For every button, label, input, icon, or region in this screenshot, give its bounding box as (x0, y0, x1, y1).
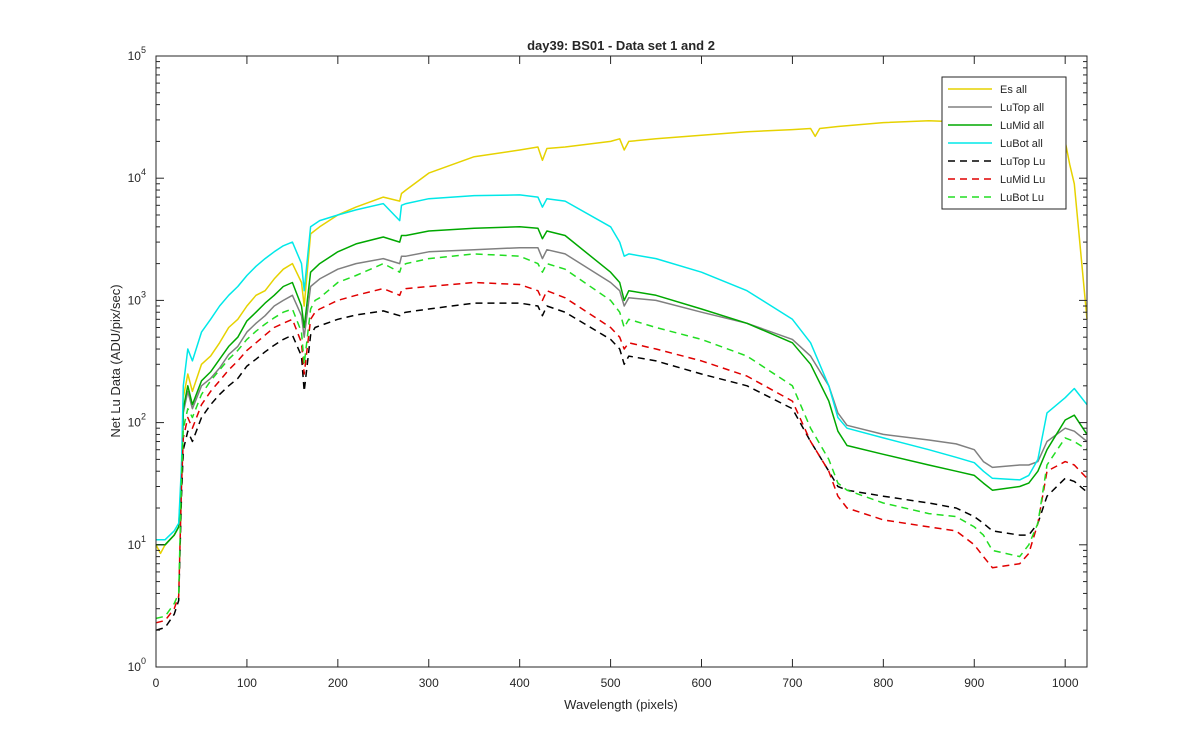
legend-label: LuMid all (1000, 120, 1044, 132)
series-line-6 (155, 253, 1088, 620)
x-tick-label: 200 (328, 676, 348, 690)
series-line-5 (155, 281, 1088, 624)
y-tick-label: 104 (128, 167, 146, 185)
x-tick-label: 0 (153, 676, 160, 690)
y-axis-label: Net Lu Data (ADU/pix/sec) (108, 284, 123, 437)
y-tick-label: 100 (128, 656, 146, 674)
y-tick-label: 102 (128, 412, 146, 430)
legend-label: Es all (1000, 84, 1027, 96)
x-tick-label: 800 (873, 676, 893, 690)
plot-area (156, 56, 1087, 667)
y-tick-label: 103 (128, 289, 146, 307)
x-tick-label: 900 (964, 676, 984, 690)
legend-label: LuBot all (1000, 138, 1043, 150)
x-tick-label: 400 (510, 676, 530, 690)
x-tick-label: 100 (237, 676, 257, 690)
x-tick-label: 1000 (1052, 676, 1079, 690)
x-axis: 0 100 200 300 400 500 600 700 800 900 1000 (153, 56, 1079, 690)
series-line-4 (155, 302, 1088, 631)
x-tick-label: 700 (782, 676, 802, 690)
y-axis: 100 101 102 103 104 105 (128, 45, 1087, 674)
series-line-3 (156, 194, 1088, 541)
series-layer (155, 120, 1088, 631)
plot-frame (155, 55, 1088, 668)
legend-label: LuBot Lu (1000, 192, 1044, 204)
y-tick-label: 101 (128, 534, 146, 552)
legend-label: LuMid Lu (1000, 174, 1045, 186)
legend: Es all LuTop all LuMid all LuBot all LuTop L… (941, 76, 1067, 210)
x-tick-label: 300 (419, 676, 439, 690)
series-line-2 (156, 226, 1088, 546)
y-tick-label: 105 (128, 45, 146, 63)
series-line-0 (155, 120, 1088, 555)
legend-label: LuTop Lu (1000, 156, 1045, 168)
x-tick-label: 600 (691, 676, 711, 690)
x-tick-label: 500 (601, 676, 621, 690)
chart-title: day39: BS01 - Data set 1 and 2 (527, 38, 715, 53)
x-axis-label: Wavelength (pixels) (564, 697, 678, 712)
series-line-1 (156, 246, 1088, 546)
legend-label: LuTop all (1000, 102, 1044, 114)
